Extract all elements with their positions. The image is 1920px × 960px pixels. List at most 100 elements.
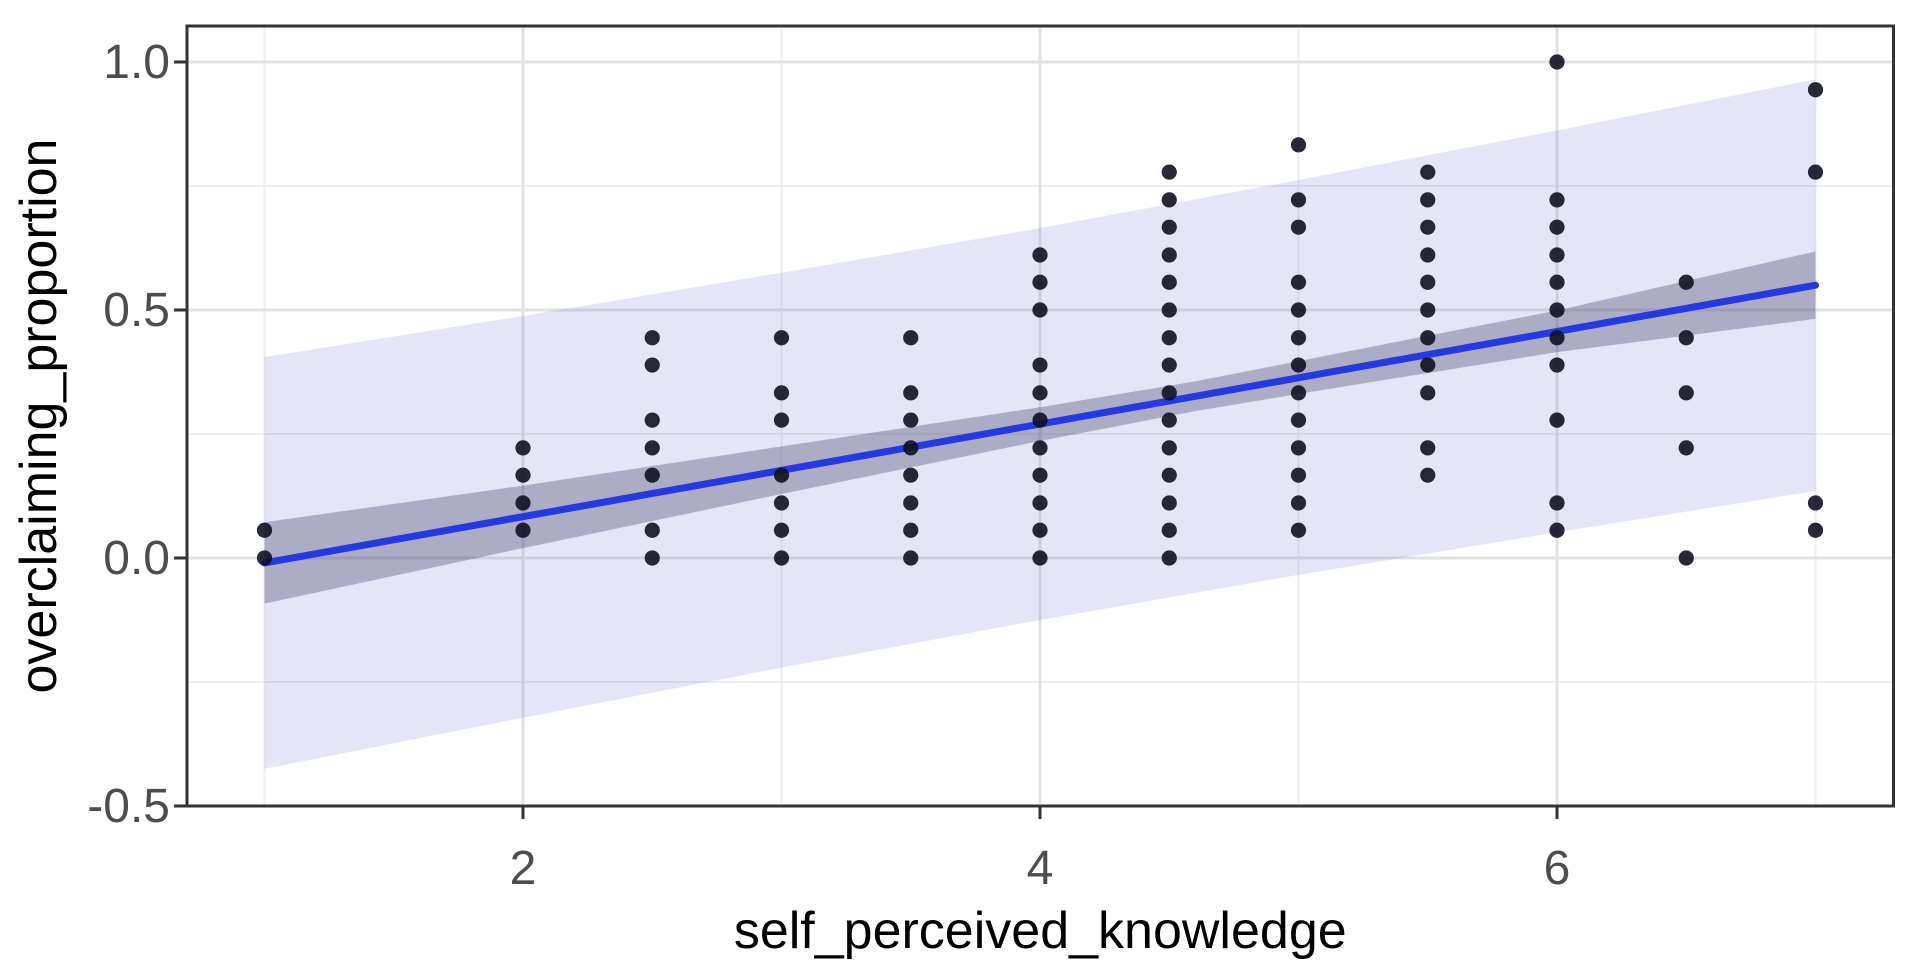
data-point [1549, 357, 1565, 373]
data-point [903, 522, 919, 538]
data-point [1290, 495, 1307, 511]
data-point [1161, 385, 1177, 401]
data-point [773, 495, 790, 511]
data-point [1161, 330, 1177, 346]
data-point [1290, 137, 1307, 153]
data-point [1161, 467, 1177, 483]
data-point [1549, 330, 1565, 346]
data-point [1420, 467, 1436, 483]
x-axis-title: self_perceived_knowledge [734, 902, 1347, 960]
data-point [1161, 522, 1177, 538]
data-point [1420, 302, 1436, 318]
data-point [1807, 164, 1824, 180]
data-point [515, 495, 531, 511]
data-point [1420, 385, 1436, 401]
data-point [1807, 495, 1824, 511]
data-point [256, 550, 273, 566]
data-point [1161, 274, 1177, 290]
data-point [1161, 247, 1177, 263]
data-point [903, 550, 919, 566]
data-point [903, 467, 919, 483]
data-point [1032, 385, 1048, 401]
x-tick-label: 2 [510, 842, 537, 895]
data-point [1032, 495, 1048, 511]
x-tick-label: 4 [1027, 842, 1054, 895]
y-tick-label: 0.0 [103, 532, 170, 585]
data-point [1032, 467, 1048, 483]
data-point [773, 550, 790, 566]
data-point [644, 522, 660, 538]
data-point [1290, 440, 1307, 456]
x-tick-label: 6 [1544, 842, 1571, 895]
data-point [256, 522, 273, 538]
y-axis-title: overclaiming_proportion [10, 139, 68, 694]
data-point [515, 440, 531, 456]
data-point [1290, 467, 1307, 483]
data-point [1549, 274, 1565, 290]
data-point [1161, 192, 1177, 208]
y-tick-label: -0.5 [87, 780, 170, 833]
data-point [1290, 522, 1307, 538]
data-point [515, 522, 531, 538]
data-point [1420, 357, 1436, 373]
data-point [1290, 385, 1307, 401]
data-point [644, 412, 660, 428]
data-point [1290, 412, 1307, 428]
data-point [1032, 302, 1048, 318]
data-point [1420, 219, 1436, 235]
y-tick-label: 0.5 [103, 284, 170, 337]
data-point [1161, 302, 1177, 318]
data-point [1290, 357, 1307, 373]
data-point [1549, 522, 1565, 538]
data-point [1549, 54, 1565, 70]
data-point [1807, 82, 1824, 98]
data-point [644, 550, 660, 566]
data-point [1032, 274, 1048, 290]
data-point [1161, 164, 1177, 180]
data-point [1678, 550, 1694, 566]
data-point [1032, 247, 1048, 263]
data-point [1549, 412, 1565, 428]
data-point [773, 330, 790, 346]
data-point [515, 467, 531, 483]
data-point [1420, 192, 1436, 208]
data-point [1290, 330, 1307, 346]
data-point [1032, 522, 1048, 538]
data-point [1807, 522, 1824, 538]
data-point [1678, 385, 1694, 401]
data-point [1290, 219, 1307, 235]
data-point [1161, 495, 1177, 511]
data-point [903, 385, 919, 401]
data-point [1678, 440, 1694, 456]
data-point [1420, 440, 1436, 456]
data-point [1420, 164, 1436, 180]
data-point [644, 467, 660, 483]
data-point [903, 330, 919, 346]
data-point [1420, 247, 1436, 263]
data-point [644, 330, 660, 346]
data-point [1161, 550, 1177, 566]
data-point [1032, 550, 1048, 566]
data-point [1549, 495, 1565, 511]
data-point [1032, 357, 1048, 373]
data-point [1549, 302, 1565, 318]
data-point [903, 495, 919, 511]
data-point [1549, 192, 1565, 208]
data-point [773, 385, 790, 401]
data-point [1032, 440, 1048, 456]
data-point [1290, 274, 1307, 290]
data-point [773, 412, 790, 428]
data-point [1290, 302, 1307, 318]
data-point [1161, 412, 1177, 428]
data-point [644, 357, 660, 373]
data-point [773, 467, 790, 483]
data-point [903, 412, 919, 428]
data-point [1549, 247, 1565, 263]
data-point [1032, 412, 1048, 428]
data-point [1678, 330, 1694, 346]
data-point [1161, 440, 1177, 456]
data-point [1161, 357, 1177, 373]
data-point [1161, 219, 1177, 235]
